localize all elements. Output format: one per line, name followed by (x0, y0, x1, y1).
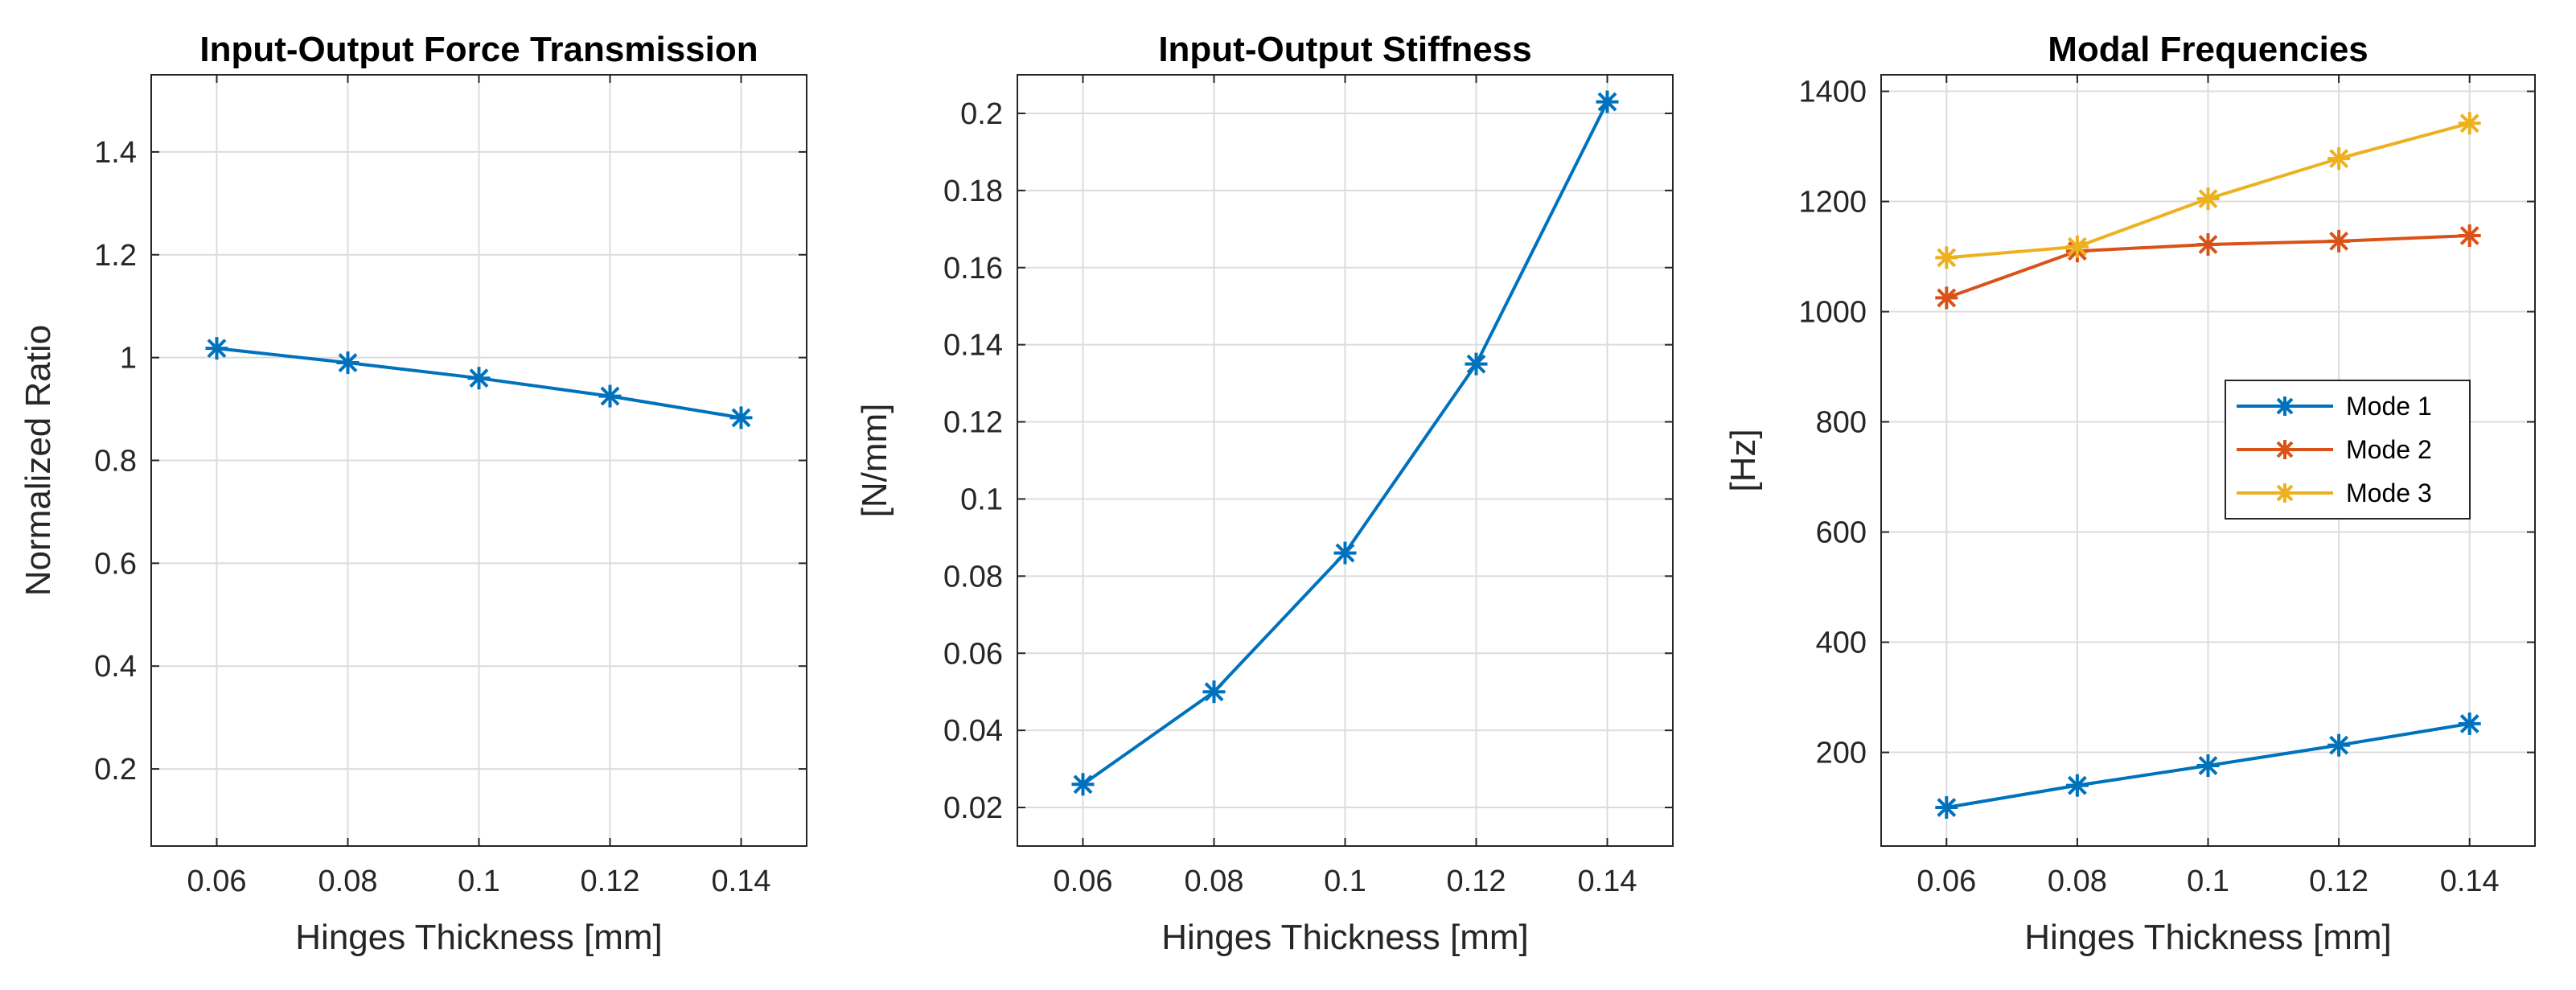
chart-1: 0.06 0.08 0.1 0.12 0.14 0.2 0.4 0.6 0.8 1 1.2 1.4 In… (18, 30, 807, 957)
chart-2: 0.06 0.08 0.1 0.12 0.14 0.02 0.04 0.06 0.08 0.1 0.… (855, 30, 1674, 957)
x-axis-label: Hinges Thickness [mm] (2024, 918, 2391, 957)
y-tick-label: 1 (120, 342, 137, 376)
y-tick-label: 0.8 (94, 445, 137, 479)
x-tick-label: 0.14 (1578, 865, 1637, 898)
y-tick-label: 400 (1816, 626, 1867, 660)
data-point (729, 406, 753, 429)
legend-item: Mode 1 (2237, 392, 2432, 421)
x-tick-label: 0.12 (581, 865, 640, 898)
y-tick-label: 0.08 (943, 560, 1003, 594)
x-tick-label: 0.1 (458, 865, 500, 898)
data-point (1596, 90, 1619, 113)
legend-item: Mode 2 (2237, 435, 2432, 464)
x-tick-label: 0.06 (1917, 865, 1976, 898)
legend-marker (2275, 440, 2295, 459)
series-3 (1935, 112, 2481, 269)
data-point (2065, 235, 2089, 258)
x-tick-label: 0.06 (187, 865, 247, 898)
data-point (1071, 773, 1095, 796)
x-tick-label: 0.14 (712, 865, 771, 898)
legend-item: Mode 3 (2237, 479, 2432, 507)
x-axis-label: Hinges Thickness [mm] (295, 918, 662, 957)
y-tick-label: 1200 (1798, 186, 1867, 220)
x-tick-label: 0.1 (2187, 865, 2229, 898)
y-tick-label: 0.06 (943, 637, 1003, 671)
chart-title: Modal Frequencies (2048, 30, 2369, 69)
data-point (2458, 112, 2481, 135)
data-point (1935, 246, 1958, 269)
data-point (467, 367, 491, 390)
data-point (2196, 754, 2220, 777)
y-tick-label: 0.2 (94, 753, 137, 787)
x-tick-label: 0.1 (1324, 865, 1366, 898)
legend-label: Mode 2 (2346, 435, 2432, 464)
data-point (2196, 232, 2220, 256)
y-tick-label: 0.04 (943, 714, 1003, 748)
y-tick-label: 1400 (1798, 76, 1867, 109)
y-tick-label: 0.6 (94, 547, 137, 581)
data-point (1935, 796, 1958, 820)
y-tick-label: 1.4 (94, 136, 137, 170)
legend-marker (2275, 483, 2295, 503)
data-point (1935, 286, 1958, 310)
series-1 (205, 337, 753, 429)
tick-marks (151, 75, 807, 846)
data-point (205, 337, 228, 360)
y-axis-label: Normalized Ratio (18, 325, 58, 596)
data-point (336, 351, 359, 375)
y-tick-label: 0.14 (943, 329, 1003, 363)
x-tick-label: 0.14 (2440, 865, 2500, 898)
y-tick-label: 0.12 (943, 406, 1003, 440)
data-point (2065, 774, 2089, 797)
data-point (2196, 187, 2220, 211)
y-tick-label: 600 (1816, 516, 1867, 550)
grid-lines (1017, 75, 1673, 846)
x-axis-label: Hinges Thickness [mm] (1161, 918, 1528, 957)
tick-marks (1017, 75, 1673, 846)
grid-lines (151, 75, 807, 846)
legend-label: Mode 1 (2346, 392, 2432, 421)
legend-marker (2275, 396, 2295, 416)
series-1 (1935, 712, 2481, 820)
chart-title: Input-Output Stiffness (1158, 30, 1531, 69)
series-1 (1071, 90, 1619, 796)
data-point (2458, 224, 2481, 248)
x-tick-label: 0.12 (2309, 865, 2369, 898)
data-point (1202, 680, 1226, 704)
y-tick-label: 200 (1816, 737, 1867, 770)
y-tick-label: 0.2 (960, 97, 1003, 131)
y-axis-label: [N/mm] (855, 404, 894, 518)
x-tick-label: 0.08 (318, 865, 378, 898)
tick-marks (1881, 75, 2535, 846)
y-tick-label: 1.2 (94, 239, 137, 273)
data-point (598, 384, 622, 408)
x-tick-label: 0.06 (1054, 865, 1113, 898)
y-tick-label: 0.1 (960, 483, 1003, 516)
data-point (2327, 147, 2351, 170)
y-tick-label: 800 (1816, 406, 1867, 440)
x-tick-label: 0.12 (1447, 865, 1506, 898)
legend-label: Mode 3 (2346, 479, 2432, 507)
y-tick-label: 1000 (1798, 296, 1867, 330)
y-tick-label: 0.4 (94, 650, 137, 684)
data-point (2327, 229, 2351, 253)
data-point (2327, 733, 2351, 757)
data-point (2458, 712, 2481, 735)
chart-3: 0.06 0.08 0.1 0.12 0.14 200 400 600 800 1000 1200 1… (1723, 30, 2536, 957)
x-tick-label: 0.08 (1185, 865, 1244, 898)
y-axis-label: [Hz] (1723, 429, 1763, 491)
chart-title: Input-Output Force Transmission (199, 30, 758, 69)
y-tick-label: 0.02 (943, 791, 1003, 825)
x-tick-label: 0.08 (2048, 865, 2107, 898)
y-tick-label: 0.16 (943, 252, 1003, 285)
y-tick-label: 0.18 (943, 175, 1003, 208)
data-point (1333, 541, 1357, 565)
data-point (1465, 352, 1488, 376)
legend: Mode 1 Mode 2 Mode 3 (2225, 380, 2471, 520)
